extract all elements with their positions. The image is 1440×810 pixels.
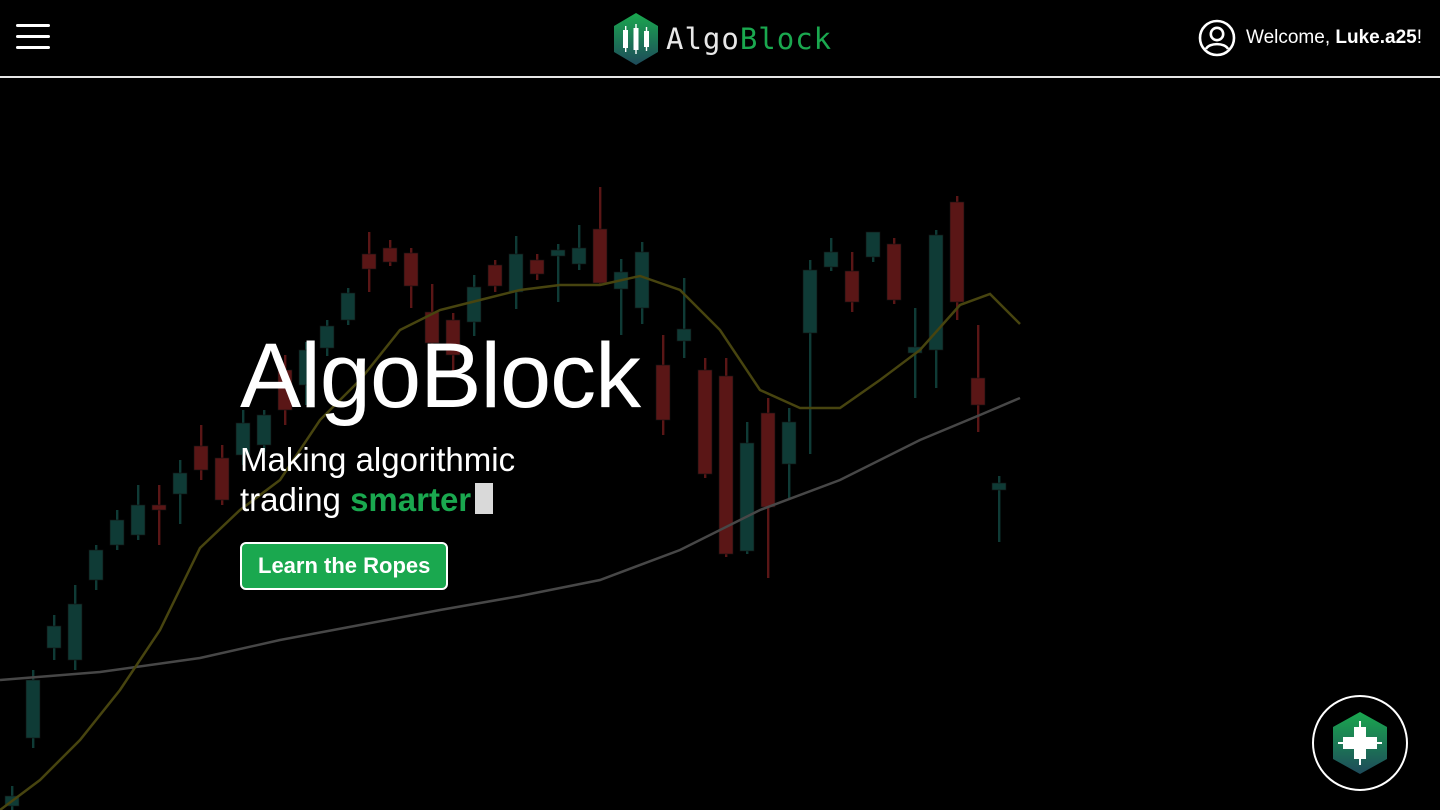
candle-body [193,445,209,471]
candle-body [634,251,650,309]
candle-wick [158,485,161,545]
candle-body [781,421,797,465]
brand-name-algo: Algo [666,21,740,56]
candle-body [718,375,734,555]
moving-average-short-line [0,274,1021,810]
brand-logo[interactable]: AlgoBlock [612,12,832,66]
candle-body [550,249,566,257]
hero-subtitle-prefix: trading [240,481,351,518]
candle-body [172,472,188,495]
plus-hexagon-icon [1333,712,1387,774]
candle-body [340,292,356,321]
brand-name-block: Block [739,21,833,56]
background-candlestick-chart [0,187,1021,810]
candle-body [361,253,377,270]
candle-body [697,369,713,475]
candle-body [46,625,62,649]
candle-body [886,243,902,301]
candle-body [949,201,965,303]
candle-body [25,679,41,739]
hero-subtitle-highlight: smarter [350,481,472,518]
candle-wick [620,259,623,335]
candle-body [382,247,398,263]
candle-body [214,457,230,501]
candle-body [844,270,860,303]
candle-body [130,504,146,536]
candle-body [256,414,272,446]
candle-body [235,422,251,456]
candle-body [487,264,503,287]
candle-body [802,269,818,334]
welcome-prefix: Welcome, [1245,27,1336,48]
candle-body [760,412,776,508]
candle-body [508,253,524,293]
candle-body [109,519,125,546]
candle-body [88,549,104,581]
candle-body [67,603,83,661]
candle-wick [557,244,560,302]
user-account[interactable]: Welcome, Luke.a25! [1198,19,1422,57]
moving-average-long-line [0,396,1021,682]
candle-body [529,259,545,275]
candle-body [403,252,419,287]
candle-body [865,231,881,258]
hero-subtitle: Making algorithmic trading smarter [240,440,640,520]
candle-body [739,442,755,552]
candle-body [991,482,1007,491]
candle-body [571,247,587,265]
hero-subtitle-line1: Making algorithmic [240,441,516,478]
candle-body [676,328,692,342]
candlestick-hexagon-logo-icon [614,13,658,65]
top-navbar: AlgoBlock Welcome, Luke.a25! [0,0,1440,78]
candle-body [151,504,167,511]
welcome-suffix: ! [1416,27,1422,48]
brand-name: AlgoBlock [666,21,833,56]
candle-body [277,369,293,411]
candle-body [970,377,986,406]
typing-cursor [475,483,494,514]
hero-title: AlgoBlock [240,325,641,427]
candle-body [655,364,671,421]
candle-body [928,234,944,351]
candle-body [298,349,314,386]
welcome-text: Welcome, Luke.a25! [1246,27,1422,49]
floating-action-button[interactable] [1312,695,1408,791]
username: Luke.a25 [1335,27,1417,48]
learn-the-ropes-button[interactable]: Learn the Ropes [240,542,449,590]
hamburger-menu-icon[interactable] [14,22,52,52]
candle-body [424,311,440,344]
candle-wick [683,278,686,358]
candle-body [466,286,482,323]
candle-body [445,319,461,356]
candle-body [823,251,839,268]
candle-wick [998,476,1001,542]
hero-section: AlgoBlock Making algorithmic trading sma… [240,325,641,590]
candle-body [319,325,335,349]
hero-subtitle-line2: trading smarter [240,480,640,520]
candle-wick [578,225,581,270]
candle-body [592,228,608,284]
user-circle-icon[interactable] [1198,19,1236,57]
candle-wick [809,260,812,454]
